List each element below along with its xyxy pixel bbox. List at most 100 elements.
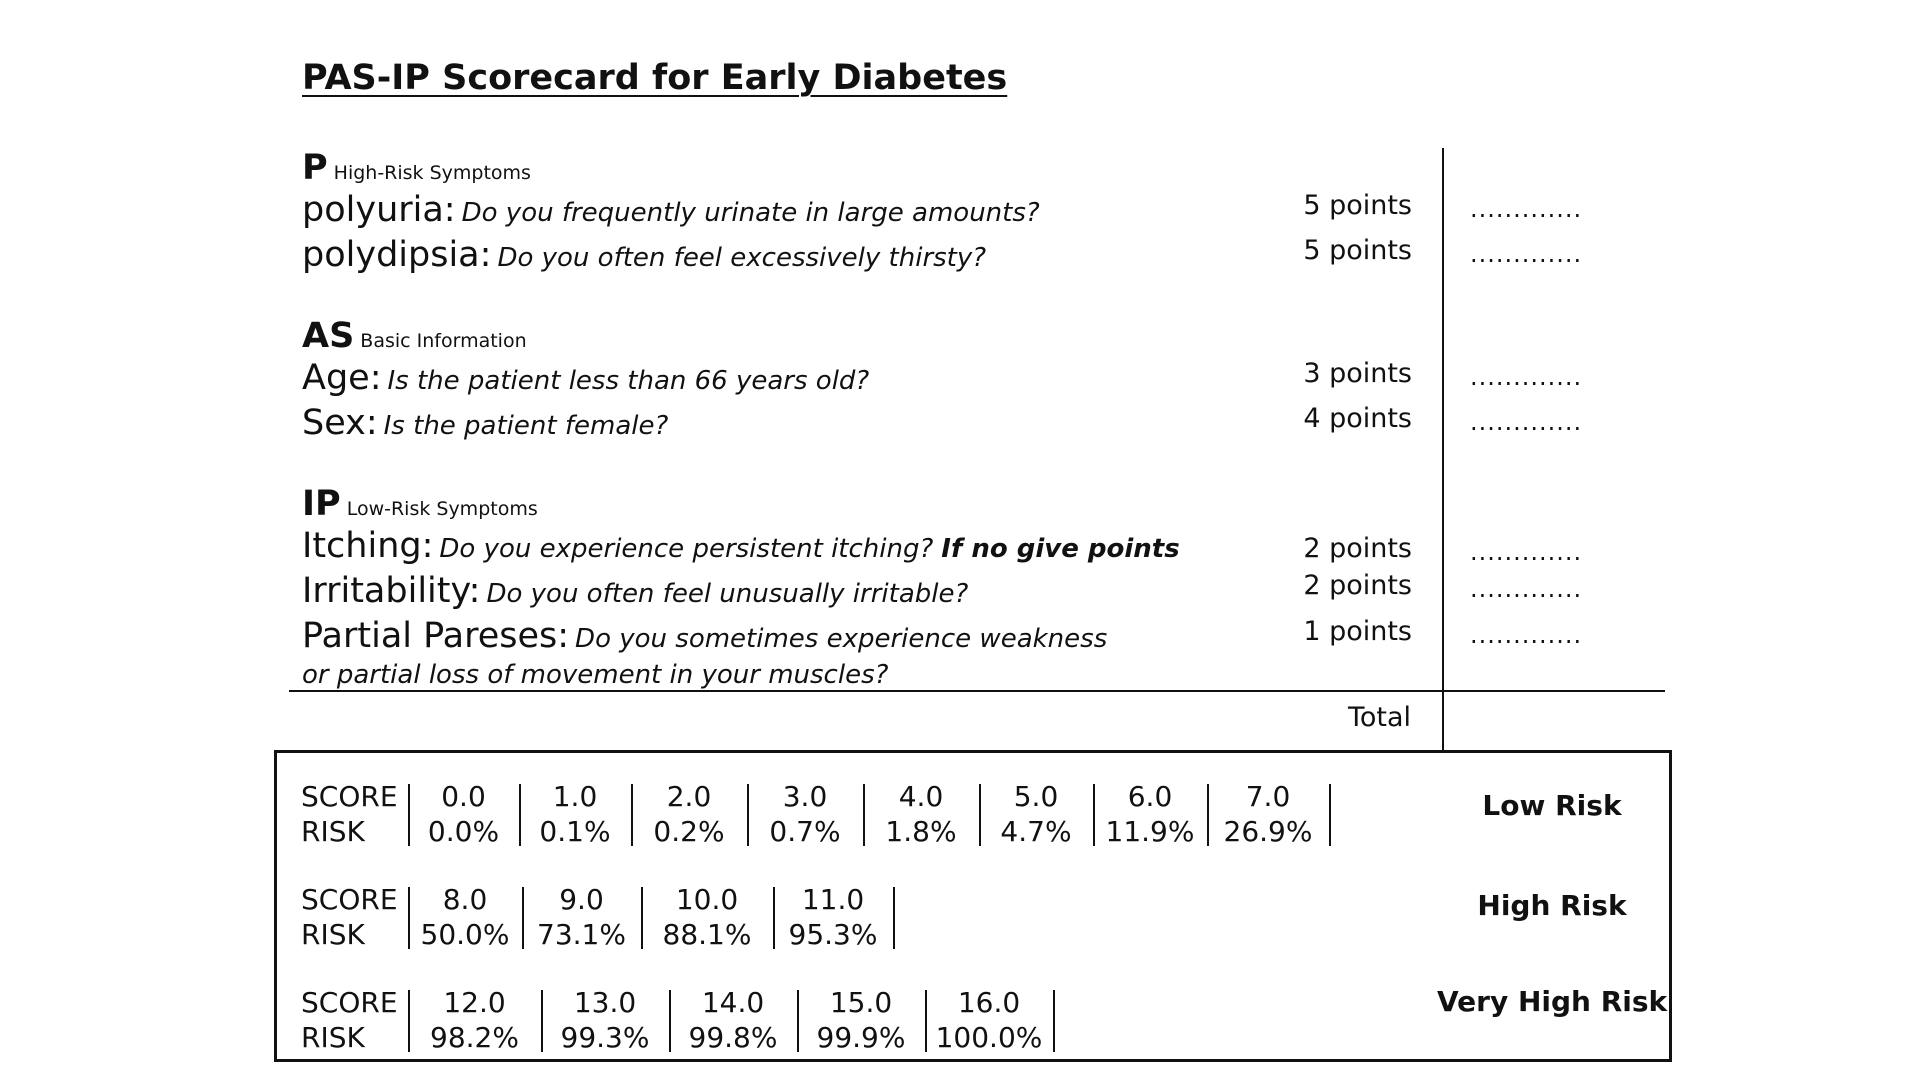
score-value: 15.0	[829, 986, 893, 1019]
points-polydipsia: 5 points	[1303, 235, 1412, 266]
risk-value: 100.0%	[935, 1021, 1043, 1054]
risk-table-separator	[1329, 784, 1331, 846]
risk-table-separator	[863, 784, 865, 846]
risk-value: 95.3%	[788, 918, 878, 951]
question-polyuria: polyuria: Do you frequently urinate in la…	[302, 190, 1040, 230]
score-value: 0.0	[441, 780, 486, 813]
points-sex: 4 points	[1303, 403, 1412, 434]
risk-value: 99.8%	[688, 1021, 778, 1054]
risk-table: SCORE RISK Low Risk SCORE RISK High Risk…	[274, 750, 1672, 1062]
score-value: 16.0	[957, 986, 1021, 1019]
item-question: Do you sometimes experience weakness	[575, 624, 1108, 654]
item-question: Do you often feel unusually irritable?	[486, 579, 969, 609]
item-question: Do you often feel excessively thirsty?	[497, 243, 987, 273]
risk-table-separator	[522, 887, 524, 949]
score-value: 14.0	[701, 986, 765, 1019]
risk-table-separator	[979, 784, 981, 846]
score-label: SCORE	[301, 986, 398, 1019]
risk-table-separator	[747, 784, 749, 846]
score-value: 13.0	[573, 986, 637, 1019]
question-itching: Itching: Do you experience persistent itc…	[302, 526, 1180, 566]
risk-table-separator	[925, 990, 927, 1052]
section-header-ip: IP Low-Risk Symptoms	[302, 484, 538, 524]
score-column-divider	[1442, 148, 1444, 750]
risk-table-separator	[408, 990, 410, 1052]
score-value: 12.0	[443, 986, 506, 1019]
risk-label: RISK	[301, 918, 365, 951]
page-title: PAS-IP Scorecard for Early Diabetes	[302, 58, 1008, 98]
risk-table-separator	[669, 990, 671, 1052]
points-irritability: 2 points	[1303, 570, 1412, 601]
score-value: 7.0	[1245, 780, 1291, 813]
risk-category-high: High Risk	[1477, 889, 1627, 922]
item-question: Do you frequently urinate in large amoun…	[461, 198, 1040, 228]
item-emphasis: If no give points	[941, 534, 1180, 564]
risk-value: 99.3%	[560, 1021, 650, 1054]
score-value: 8.0	[442, 883, 488, 916]
risk-value: 73.1%	[537, 918, 626, 951]
risk-value: 88.1%	[662, 918, 752, 951]
risk-label: RISK	[301, 815, 365, 848]
item-question: Do you experience persistent itching?	[439, 534, 934, 564]
risk-label: RISK	[301, 1021, 365, 1054]
risk-category-very-high: Very High Risk	[1437, 985, 1668, 1018]
question-sex: Sex: Is the patient female?	[302, 403, 668, 443]
risk-value: 0.7%	[769, 815, 841, 848]
risk-table-separator	[541, 990, 543, 1052]
score-value: 4.0	[898, 780, 944, 813]
score-blank-irritability[interactable]: .............	[1470, 575, 1583, 603]
total-divider	[289, 690, 1665, 692]
risk-table-separator	[408, 784, 410, 846]
score-blank-itching[interactable]: .............	[1470, 538, 1583, 566]
item-name: Sex:	[302, 403, 378, 443]
risk-table-separator	[893, 887, 895, 949]
score-blank-partial-pareses[interactable]: .............	[1470, 621, 1583, 649]
score-value: 5.0	[1013, 780, 1059, 813]
risk-value: 99.9%	[816, 1021, 906, 1054]
risk-table-separator	[519, 784, 521, 846]
risk-table-separator	[641, 887, 643, 949]
question-partial-pareses: Partial Pareses: Do you sometimes experie…	[302, 616, 1107, 656]
section-subtitle: Low-Risk Symptoms	[346, 498, 538, 520]
score-blank-polyuria[interactable]: .............	[1470, 195, 1583, 223]
total-label: Total	[1347, 702, 1411, 733]
score-value: 9.0	[559, 883, 604, 916]
risk-table-separator	[631, 784, 633, 846]
score-blank-polydipsia[interactable]: .............	[1470, 240, 1583, 268]
risk-table-separator	[797, 990, 799, 1052]
section-letters: IP	[302, 484, 341, 524]
item-question: Is the patient less than 66 years old?	[387, 366, 870, 396]
question-partial-pareses-line2: or partial loss of movement in your musc…	[302, 660, 889, 690]
question-age: Age: Is the patient less than 66 years ol…	[302, 358, 869, 398]
question-polydipsia: polydipsia: Do you often feel excessively…	[302, 235, 986, 275]
risk-value: 26.9%	[1223, 815, 1313, 848]
risk-value: 98.2%	[430, 1021, 519, 1054]
item-name: Partial Pareses:	[302, 616, 570, 656]
score-value: 3.0	[782, 780, 828, 813]
item-name: polyuria:	[302, 190, 456, 230]
question-irritability: Irritability: Do you often feel unusually…	[302, 571, 968, 611]
item-question: Is the patient female?	[383, 411, 669, 441]
section-letters: AS	[302, 316, 355, 356]
score-value: 6.0	[1127, 780, 1173, 813]
risk-value: 4.7%	[1000, 815, 1072, 848]
score-label: SCORE	[301, 883, 398, 916]
points-partial-pareses: 1 points	[1303, 616, 1412, 647]
item-name: polydipsia:	[302, 235, 492, 275]
score-blank-age[interactable]: .............	[1470, 363, 1583, 391]
section-header-p: P High-Risk Symptoms	[302, 148, 531, 188]
section-header-as: AS Basic Information	[302, 316, 527, 356]
score-label: SCORE	[301, 780, 398, 813]
score-value: 11.0	[801, 883, 865, 916]
risk-value: 0.0%	[427, 815, 500, 848]
risk-table-separator	[1053, 990, 1055, 1052]
item-name: Irritability:	[302, 571, 481, 611]
risk-table-separator	[1093, 784, 1095, 846]
item-name: Age:	[302, 358, 382, 398]
risk-category-low: Low Risk	[1482, 789, 1622, 822]
points-polyuria: 5 points	[1303, 190, 1412, 221]
risk-value: 50.0%	[420, 918, 510, 951]
risk-table-separator	[773, 887, 775, 949]
risk-value: 11.9%	[1105, 815, 1195, 848]
score-blank-sex[interactable]: .............	[1470, 408, 1583, 436]
